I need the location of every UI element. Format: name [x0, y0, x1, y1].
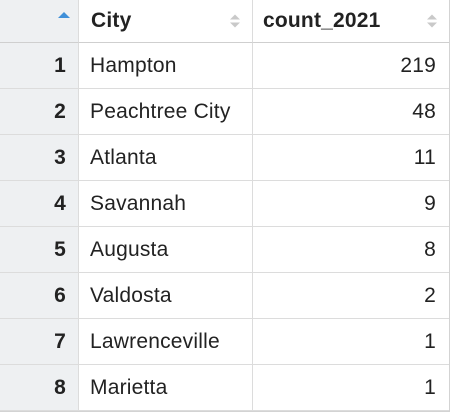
- city-cell: Peachtree City: [79, 89, 253, 135]
- sort-ascending-icon: [58, 12, 70, 18]
- count-cell: 48: [253, 89, 449, 135]
- city-cell: Marietta: [79, 365, 253, 411]
- row-index: 5: [0, 227, 79, 273]
- row-index-header[interactable]: [0, 0, 79, 43]
- count-cell: 219: [253, 43, 449, 89]
- column-header-count-2021[interactable]: count_2021: [253, 0, 449, 43]
- table-row: 6 Valdosta 2: [0, 273, 449, 319]
- sort-arrows-icon[interactable]: [427, 14, 437, 28]
- count-cell: 8: [253, 227, 449, 273]
- row-index: 7: [0, 319, 79, 365]
- row-index: 8: [0, 365, 79, 411]
- column-header-count-2021-label: count_2021: [263, 9, 381, 32]
- row-index: 2: [0, 89, 79, 135]
- count-cell: 2: [253, 273, 449, 319]
- sort-arrows-icon[interactable]: [230, 14, 240, 28]
- count-cell: 1: [253, 319, 449, 365]
- data-table: City count_2021 1 Hampton 219 2 Peachtre…: [0, 0, 450, 412]
- city-cell: Atlanta: [79, 135, 253, 181]
- row-index: 6: [0, 273, 79, 319]
- table-row: 3 Atlanta 11: [0, 135, 449, 181]
- row-index: 4: [0, 181, 79, 227]
- count-cell: 11: [253, 135, 449, 181]
- table-row: 8 Marietta 1: [0, 365, 449, 411]
- column-header-city-label: City: [91, 9, 132, 32]
- city-cell: Lawrenceville: [79, 319, 253, 365]
- city-cell: Savannah: [79, 181, 253, 227]
- table-row: 1 Hampton 219: [0, 43, 449, 89]
- table-row: 7 Lawrenceville 1: [0, 319, 449, 365]
- count-cell: 9: [253, 181, 449, 227]
- row-index: 1: [0, 43, 79, 89]
- table-row: 5 Augusta 8: [0, 227, 449, 273]
- city-cell: Augusta: [79, 227, 253, 273]
- table-row: 4 Savannah 9: [0, 181, 449, 227]
- city-cell: Valdosta: [79, 273, 253, 319]
- column-header-city[interactable]: City: [79, 0, 253, 43]
- row-index: 3: [0, 135, 79, 181]
- city-cell: Hampton: [79, 43, 253, 89]
- count-cell: 1: [253, 365, 449, 411]
- table-body: 1 Hampton 219 2 Peachtree City 48 3 Atla…: [0, 43, 449, 411]
- table-row: 2 Peachtree City 48: [0, 89, 449, 135]
- table-header-row: City count_2021: [0, 0, 449, 43]
